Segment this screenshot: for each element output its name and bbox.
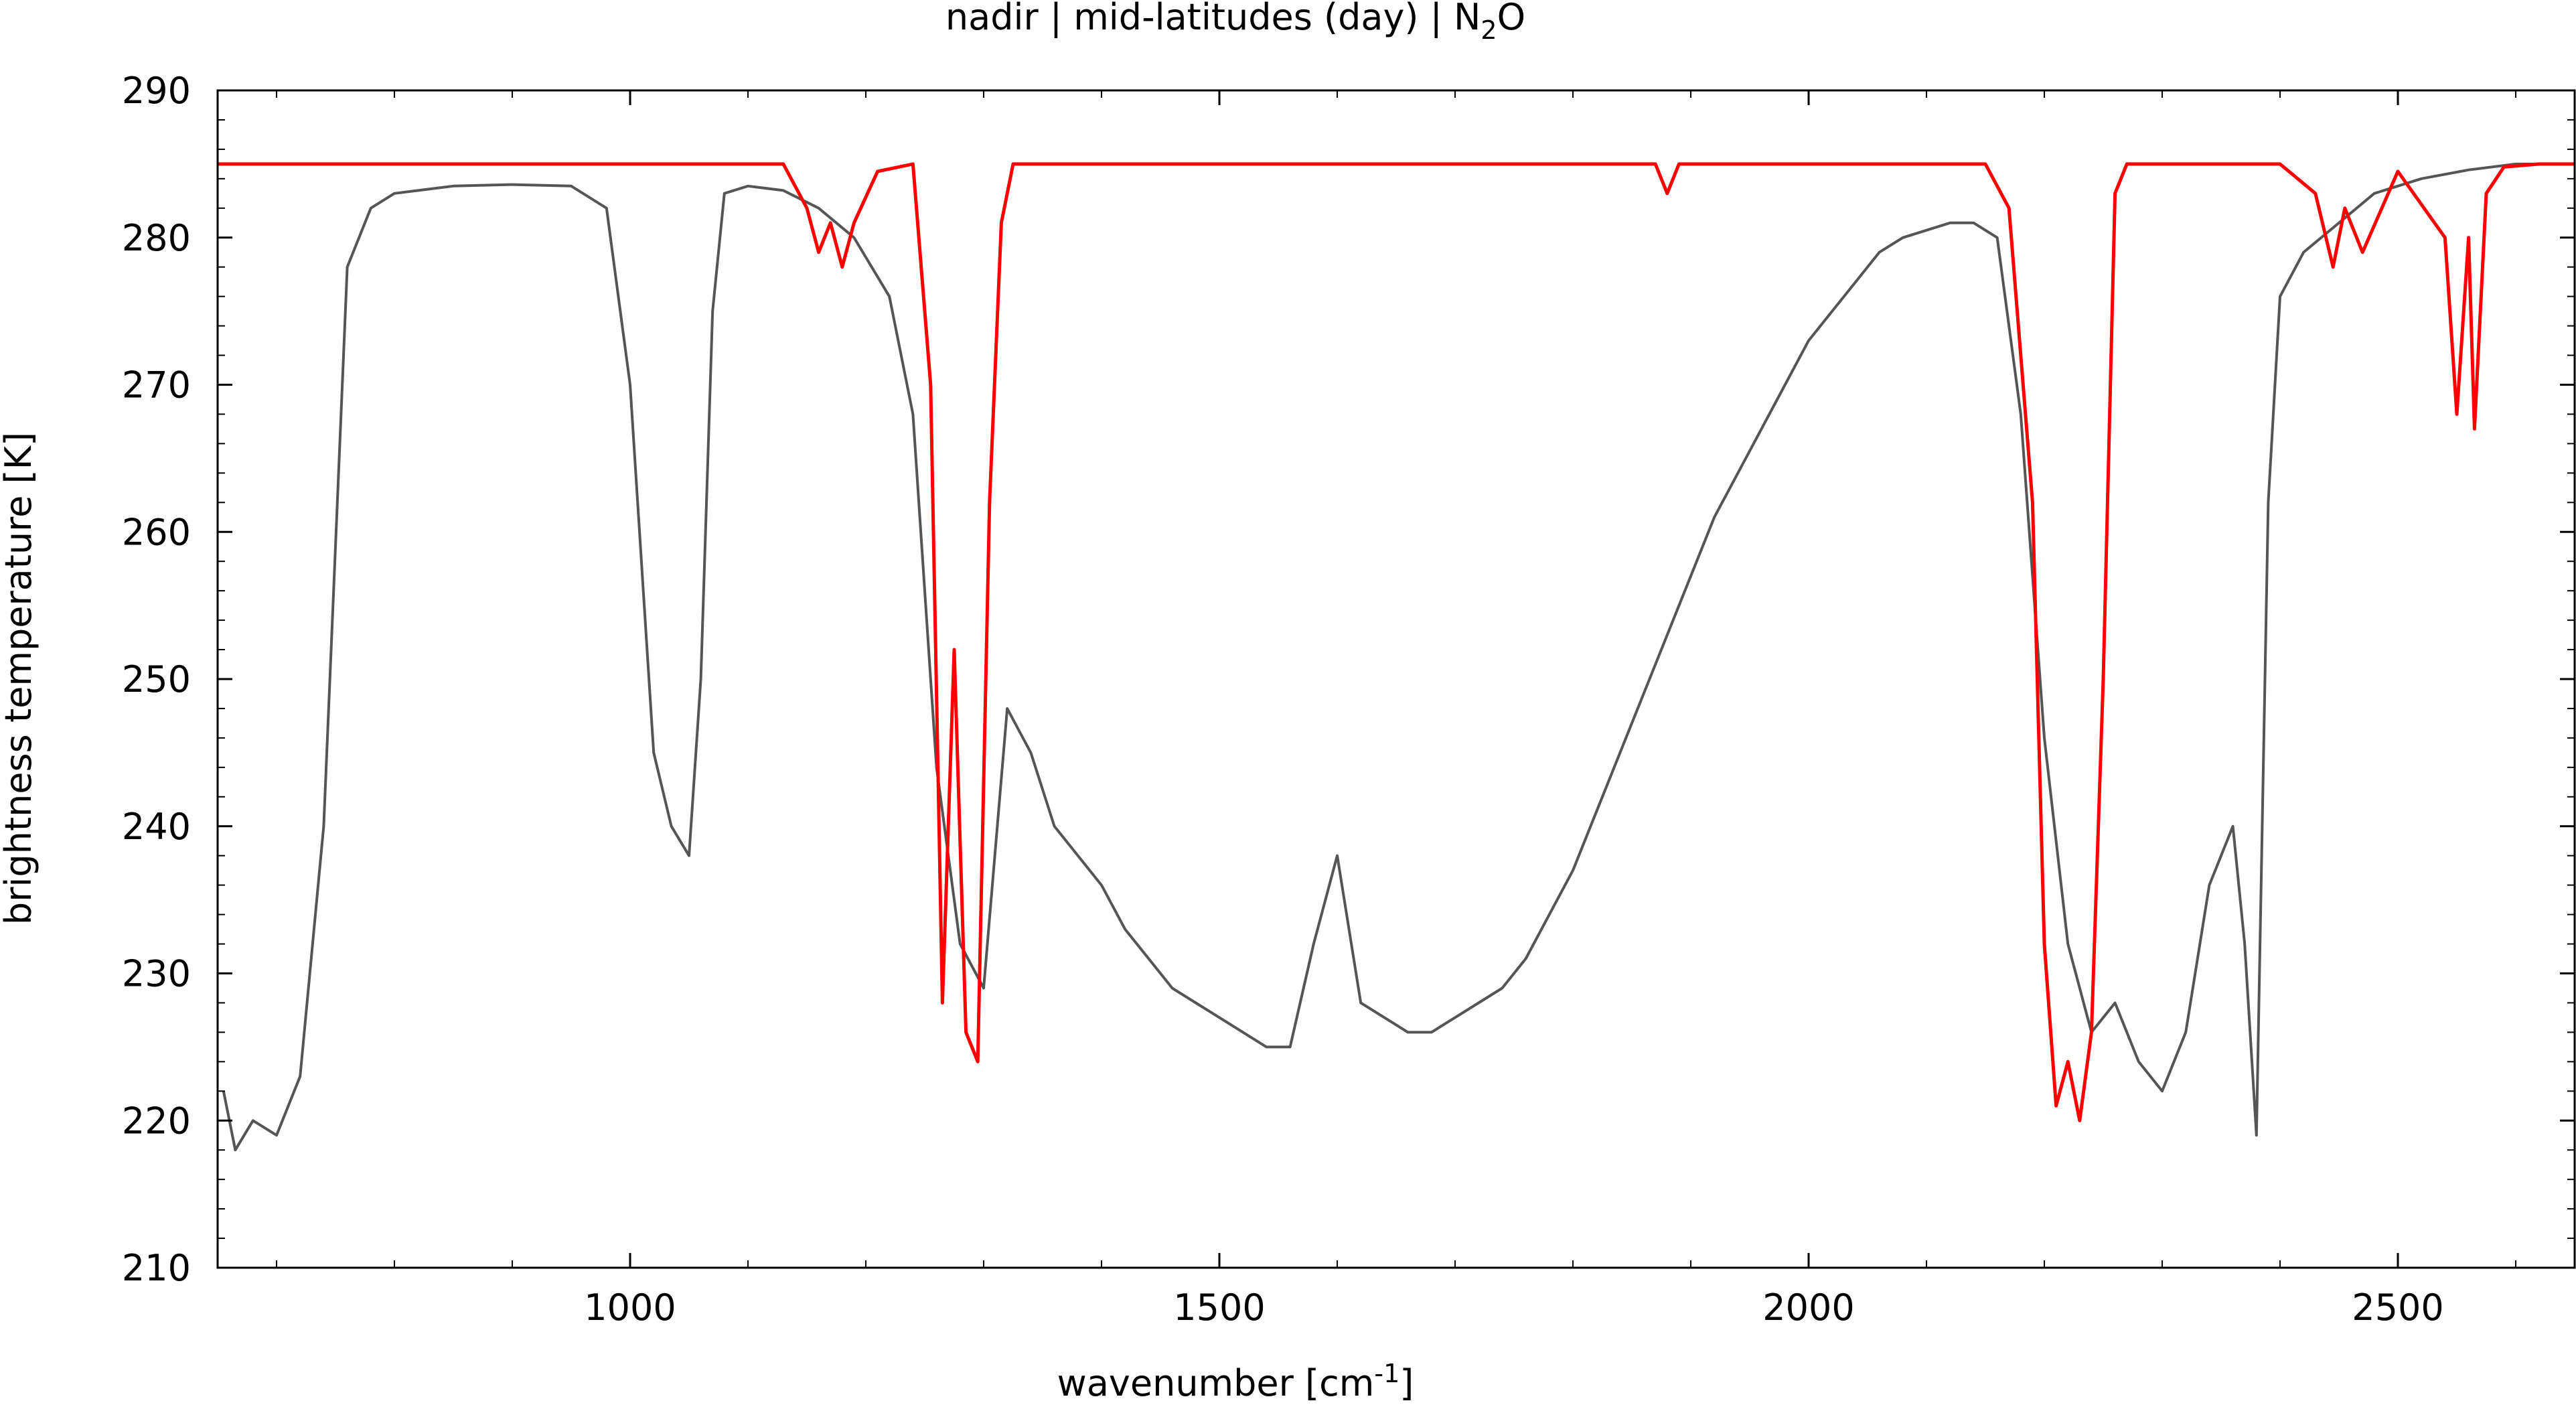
- y-tick-label: 220: [122, 1100, 191, 1142]
- y-tick-label: 230: [122, 953, 191, 995]
- y-tick-label: 290: [122, 70, 191, 112]
- y-tick-label: 210: [122, 1247, 191, 1289]
- y-tick-label: 280: [122, 217, 191, 259]
- title-subscript: 2: [1481, 15, 1497, 45]
- y-tick-label: 250: [122, 658, 191, 700]
- x-label-superscript: -1: [1374, 1359, 1399, 1388]
- x-label-suffix: ]: [1399, 1362, 1414, 1404]
- y-axis-label: brightness temperature [K]: [0, 432, 40, 925]
- y-tick-label: 260: [122, 511, 191, 553]
- plot-area: [218, 162, 2575, 1152]
- x-axis-label: wavenumber [cm-1]: [1057, 1359, 1414, 1404]
- series-line-2: [218, 162, 2575, 1122]
- series-line-1: [222, 162, 2563, 1152]
- chart-title: nadir | mid-latitudes (day) | N2O: [945, 0, 1525, 45]
- x-tick-label: 2000: [1762, 1286, 1854, 1329]
- y-tick-label: 270: [122, 364, 191, 406]
- plot-frame: [216, 89, 2576, 1269]
- x-tick-label: 1500: [1173, 1286, 1265, 1329]
- title-suffix: O: [1497, 0, 1526, 38]
- y-tick-label: 240: [122, 806, 191, 848]
- x-tick-label: 2500: [2352, 1286, 2443, 1329]
- axes: 210 220 230 240 250 260 270 280 290 1000 1500 2000 2…: [122, 70, 2576, 1329]
- x-tick-label: 1000: [584, 1286, 676, 1329]
